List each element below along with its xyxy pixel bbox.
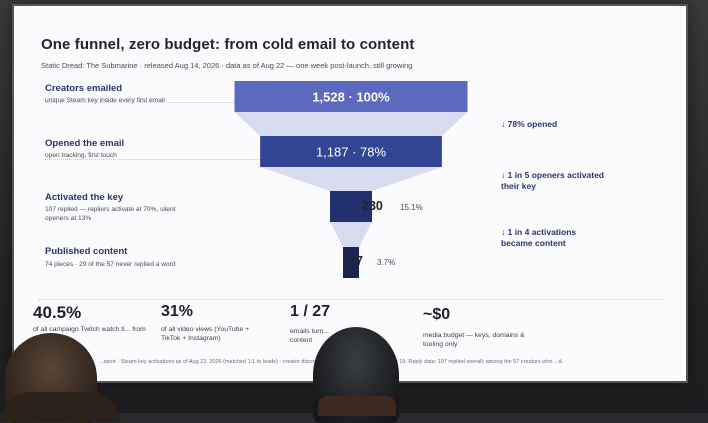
stat-1-value: 40.5% (33, 303, 82, 322)
funnel-bar-2 (260, 136, 442, 167)
stage-3-desc: 107 replied — repliers activate at 70%, … (45, 206, 176, 222)
stat-3-value: 1 / 27 (290, 303, 331, 320)
funnel-bar-label-1: 1,528 · 100% (312, 90, 390, 105)
funnel-bar-1 (234, 81, 468, 112)
funnel-connector-3 (330, 222, 372, 247)
stat-4-value: ~$0 (423, 306, 451, 323)
stage-1-leader-line (45, 102, 235, 103)
funnel-bar-3 (330, 191, 372, 222)
conversion-3: ↓ 1 in 4 activations became content (501, 227, 577, 248)
stat-2-value: 31% (161, 303, 194, 320)
stat-2-desc: of all video views (YouTube + TikTok + I… (161, 326, 250, 342)
stage-3-pct: 15.1% (400, 203, 423, 212)
conversion-1: ↓ 78% opened (501, 119, 558, 129)
stage-4-name: Published content (45, 246, 128, 257)
projected-slide: One funnel, zero budget: from cold email… (14, 6, 686, 381)
stage-1-name: Creators emailed (45, 83, 123, 94)
stage-2-name: Opened the email (45, 138, 125, 149)
stage-3-name: Activated the key (45, 192, 124, 203)
funnel-bar-4 (343, 247, 359, 278)
slide-subtitle: Static Dread: The Submarine · released A… (41, 61, 413, 70)
stage-4-pct: 3.7% (377, 258, 396, 267)
funnel-chart: 1,528 · 100% 1,187 · 78% (234, 81, 468, 278)
stat-4-desc: media budget — keys, domains & tooling o… (423, 332, 525, 348)
audience-neck-right (318, 396, 396, 416)
stats-divider (38, 299, 664, 300)
slide-title: One funnel, zero budget: from cold email… (41, 36, 415, 53)
funnel-connector-1 (234, 112, 468, 136)
audience-shoulders-left (0, 392, 120, 422)
stage-2-desc: open tracking, first touch (45, 152, 117, 159)
stage-2-leader-line (45, 159, 260, 160)
stage-3-value: 230 (362, 199, 383, 213)
stage-4-desc: 74 pieces · 29 of the 57 never replied a… (45, 261, 176, 268)
stage-4-value: 57 (349, 254, 363, 268)
funnel-bar-label-2: 1,187 · 78% (316, 145, 387, 160)
conversion-2: ↓ 1 in 5 openers activated their key (501, 170, 604, 191)
funnel-connector-2 (260, 167, 442, 191)
stage-1-desc: unique Steam key inside every first emai… (45, 97, 165, 104)
stat-3-desc: emails turn... content (290, 328, 329, 344)
